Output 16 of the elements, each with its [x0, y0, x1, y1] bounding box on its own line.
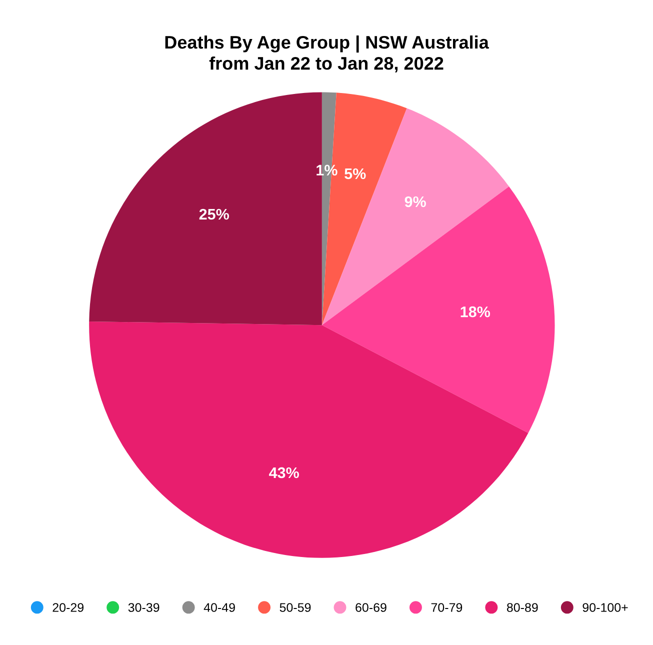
pie-slice [322, 186, 555, 434]
legend-label: 80-89 [506, 603, 538, 612]
legend-label: 30-39 [128, 603, 160, 612]
data-label: 5% [344, 168, 366, 180]
legend-label: 50-59 [280, 603, 311, 612]
legend-label: 70-79 [431, 603, 462, 612]
legend-label: 90-100+ [582, 603, 628, 612]
data-label: 43% [269, 467, 299, 478]
legend-label: 60-69 [356, 603, 386, 612]
data-label: 25% [199, 208, 229, 220]
pie-slice [89, 321, 528, 558]
data-label: 9% [404, 196, 426, 208]
legend-label: 40-49 [204, 603, 235, 612]
data-label: 18% [460, 306, 490, 318]
chart-title: Deaths By Age Group | NSW Australia from Jan 22 to Jan 28, 2022 [165, 35, 489, 72]
legend-label: 20-29 [52, 603, 84, 612]
